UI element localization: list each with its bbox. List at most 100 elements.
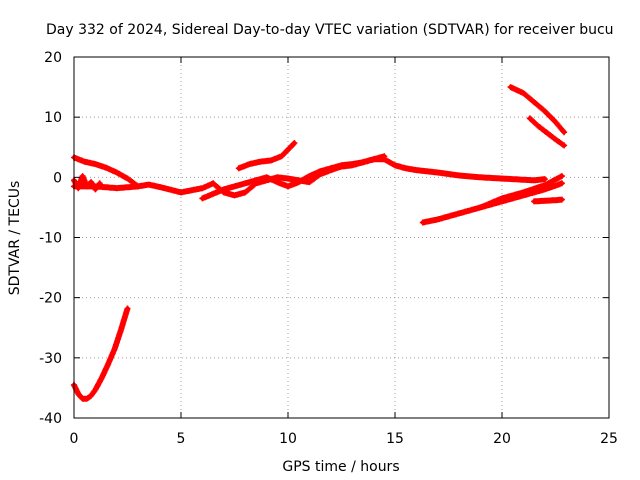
data-point	[559, 181, 565, 186]
data-point	[103, 165, 109, 170]
x-tick-label: 25	[600, 431, 618, 447]
axis-ticks: 0 5 10 15 20 25 20 10 0 -10 -20 -30 -40	[39, 50, 618, 447]
grid-lines	[74, 57, 609, 418]
data-point	[275, 179, 280, 185]
data-point	[527, 116, 533, 121]
data-point	[236, 166, 241, 171]
y-axis-label: SDTVAR / TECUs	[7, 181, 23, 296]
data-point	[93, 184, 98, 189]
data-point	[307, 173, 312, 179]
data-point	[536, 123, 541, 129]
data-point	[210, 181, 216, 186]
data-point	[403, 166, 408, 171]
data-point	[285, 176, 291, 181]
data-point	[531, 178, 537, 183]
data-point	[553, 119, 558, 125]
data-point	[521, 190, 526, 195]
data-point	[285, 147, 291, 152]
series-trace-flat-late	[531, 196, 565, 205]
data-point	[542, 176, 547, 182]
y-tick-label: -20	[39, 291, 62, 307]
data-point	[80, 173, 85, 179]
data-point	[93, 161, 98, 167]
series-trace-lower-middle	[199, 153, 388, 202]
data-point	[232, 184, 237, 189]
data-point	[200, 196, 205, 201]
data-point	[221, 187, 226, 192]
data-point	[420, 220, 426, 225]
series-trace-low-start	[71, 305, 131, 402]
series-trace-descending-lower	[526, 115, 568, 149]
data-point	[114, 170, 120, 175]
data-point	[292, 140, 297, 146]
data-point	[157, 184, 162, 190]
data-point	[285, 184, 291, 189]
y-tick-label: 20	[44, 50, 62, 66]
y-tick-label: -40	[39, 411, 62, 427]
series-trace-descending-upper	[507, 84, 568, 136]
data-point	[268, 158, 274, 163]
data-point	[561, 130, 567, 135]
data-point	[435, 217, 440, 222]
data-point	[106, 361, 111, 367]
data-point	[82, 159, 87, 164]
data-point	[88, 393, 94, 398]
series-trace-rising-late-2	[477, 173, 565, 211]
data-point	[243, 181, 248, 186]
data-point	[435, 170, 440, 175]
data-point	[257, 159, 263, 164]
data-point	[531, 199, 537, 204]
data-point	[499, 176, 505, 181]
data-point	[125, 176, 130, 181]
data-point	[317, 169, 323, 174]
data-point	[414, 167, 419, 173]
data-point	[521, 90, 526, 96]
data-point	[136, 184, 141, 189]
data-point	[553, 197, 558, 203]
data-point	[424, 169, 430, 174]
data-point	[93, 387, 98, 392]
y-tick-label: 0	[53, 170, 62, 186]
chart-title: Day 332 of 2024, Sidereal Day-to-day VTE…	[46, 22, 614, 38]
data-point	[328, 166, 333, 171]
data-point	[112, 346, 117, 352]
data-marks	[71, 84, 568, 402]
data-point	[457, 211, 462, 216]
data-point	[531, 99, 537, 105]
data-point	[243, 190, 248, 195]
data-point	[382, 154, 387, 159]
data-point	[80, 396, 85, 401]
data-point	[296, 179, 301, 185]
data-point	[499, 196, 505, 201]
data-point	[478, 175, 483, 180]
data-point	[559, 173, 565, 179]
data-point	[478, 205, 483, 210]
data-point	[559, 197, 565, 202]
data-point	[118, 327, 124, 332]
x-tick-label: 10	[279, 431, 297, 447]
data-point	[561, 143, 567, 148]
data-point	[114, 185, 120, 191]
data-point	[508, 84, 513, 90]
data-point	[232, 193, 237, 198]
x-tick-label: 5	[177, 431, 186, 447]
data-point	[392, 163, 398, 168]
data-point	[339, 163, 344, 168]
data-point	[264, 175, 269, 180]
x-axis-label: GPS time / hours	[282, 459, 399, 475]
data-point	[542, 108, 547, 114]
data-point	[253, 178, 259, 183]
data-point	[360, 160, 366, 165]
data-point	[544, 130, 550, 136]
data-point	[146, 182, 152, 187]
data-point	[178, 190, 184, 195]
data-point	[247, 161, 252, 167]
series-trace-upper-middle	[235, 140, 298, 172]
y-tick-label: -10	[39, 231, 62, 247]
data-point	[457, 173, 462, 178]
data-point	[99, 375, 105, 380]
data-point	[88, 179, 94, 185]
data-point	[84, 396, 90, 401]
